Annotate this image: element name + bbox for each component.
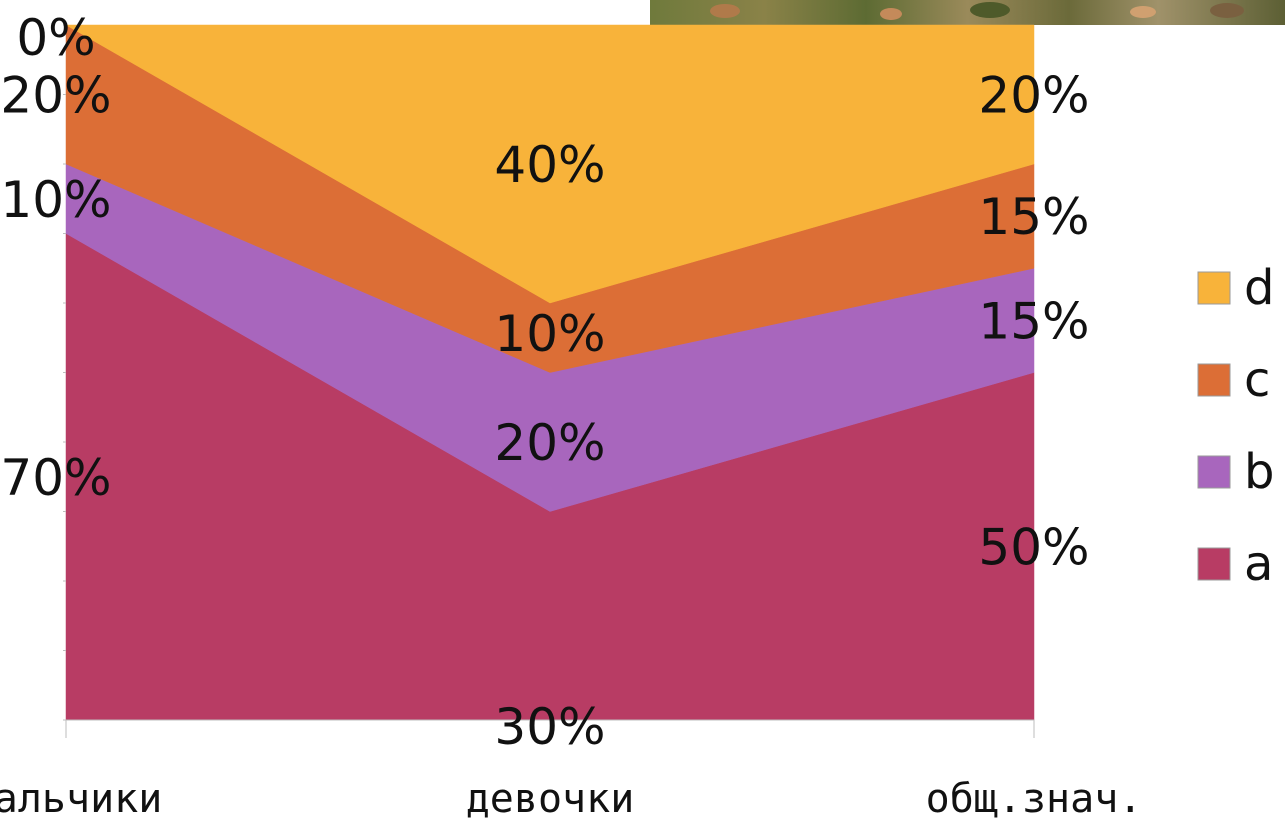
data-label-d: 20% [978, 67, 1089, 125]
data-label-b: 10% [0, 171, 111, 229]
legend-label-d: d [1244, 260, 1274, 316]
x-tick-label: девочки [466, 776, 635, 821]
plot-areas [65, 24, 1035, 721]
photo-fragment [650, 0, 1285, 25]
legend-label-c: c [1244, 352, 1270, 408]
data-label-c: 10% [494, 305, 605, 363]
x-tick-label: мальчики [0, 776, 162, 821]
data-labels: 70% 30% 50% 10% 20% 15% 20% 10% 15% 0% 40% 20% [0, 9, 1089, 756]
data-label-c: 20% [0, 67, 111, 125]
data-label-d: 0% [16, 9, 95, 67]
data-label-a: 30% [494, 698, 605, 756]
data-label-d: 40% [494, 136, 605, 194]
x-axis: мальчики девочки общ.знач. [0, 24, 1143, 821]
area-series-d [65, 24, 1035, 304]
data-label-a: 70% [0, 449, 111, 507]
legend-label-a: a [1244, 536, 1273, 592]
x-tick-label: общ.знач. [926, 776, 1143, 821]
data-label-a: 50% [978, 518, 1089, 576]
data-label-b: 15% [978, 292, 1089, 350]
legend-swatch-a [1197, 547, 1231, 581]
legend-swatch-c [1197, 363, 1231, 397]
data-label-b: 20% [494, 414, 605, 472]
data-label-c: 15% [978, 188, 1089, 246]
legend-swatch-b [1197, 455, 1231, 489]
legend-label-b: b [1244, 444, 1274, 500]
legend-swatch-d [1197, 271, 1231, 305]
